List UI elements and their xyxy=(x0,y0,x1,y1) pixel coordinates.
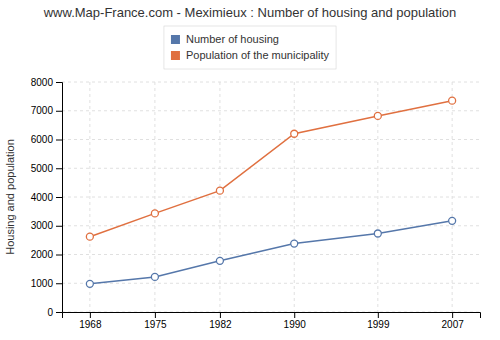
y-tick: 6000 xyxy=(31,134,62,145)
x-axis-line xyxy=(63,313,481,319)
y-axis: 0 1000 2000 3000 4000 5000 6000 7000 8000 xyxy=(31,77,63,318)
legend: Number of housing Population of the munic… xyxy=(164,26,336,69)
point xyxy=(151,273,158,280)
series-line xyxy=(90,101,452,237)
y-tick-label: 1000 xyxy=(31,278,54,289)
x-tick-mark xyxy=(294,312,295,318)
y-tick-mark xyxy=(56,140,62,141)
y-tick: 7000 xyxy=(31,105,62,116)
x-tick-mark xyxy=(378,312,379,318)
legend-swatch xyxy=(171,51,180,60)
x-tick: 1982 xyxy=(209,312,232,330)
y-tick: 0 xyxy=(47,307,62,318)
x-tick: 1975 xyxy=(144,312,167,330)
point xyxy=(216,187,223,194)
y-tick-label: 2000 xyxy=(31,249,54,260)
x-tick: 1999 xyxy=(367,312,390,330)
point xyxy=(374,112,381,119)
x-tick: 1968 xyxy=(79,312,102,330)
chart: www.Map-France.com - Meximieux : Number … xyxy=(0,0,500,340)
grid-line xyxy=(294,82,295,312)
title: www.Map-France.com - Meximieux : Number … xyxy=(43,5,457,20)
grid-line xyxy=(62,82,480,83)
point xyxy=(449,97,456,104)
y-tick-mark xyxy=(56,111,62,112)
y-tick-mark xyxy=(56,82,62,83)
y-tick: 1000 xyxy=(31,278,62,289)
x-tick-label: 1982 xyxy=(209,319,232,330)
x-tick-label: 1990 xyxy=(284,319,307,330)
y-tick-mark xyxy=(56,283,62,284)
grid-line xyxy=(62,197,480,198)
series-line xyxy=(90,221,452,284)
point xyxy=(216,257,223,264)
y-tick-label: 0 xyxy=(47,307,53,318)
x-tick-label: 1968 xyxy=(79,319,102,330)
x-tick-mark xyxy=(220,312,221,318)
plot: 1968 1975 1982 1990 1999 2007 0 1000 2000 3000 400… xyxy=(31,77,481,330)
y-tick-label: 8000 xyxy=(31,77,54,88)
y-tick: 2000 xyxy=(31,249,62,260)
x-tick: 1990 xyxy=(284,312,307,330)
point xyxy=(449,217,456,224)
x-axis: 1968 1975 1982 1990 1999 2007 xyxy=(63,312,481,330)
y-tick: 5000 xyxy=(31,163,62,174)
point xyxy=(151,210,158,217)
point xyxy=(86,280,93,287)
grid-line xyxy=(452,82,453,312)
grid-line xyxy=(219,82,220,312)
legend-label: Number of housing xyxy=(186,33,279,45)
y-axis-title: Housing and population xyxy=(4,139,16,255)
point xyxy=(374,230,381,237)
point xyxy=(291,130,298,137)
x-tick-mark xyxy=(155,312,156,318)
grid-line xyxy=(62,283,480,284)
y-axis-line xyxy=(56,83,63,313)
y-tick-label: 4000 xyxy=(31,192,54,203)
x-tick-label: 1975 xyxy=(144,319,167,330)
y-tick-label: 7000 xyxy=(31,105,54,116)
y-tick-mark xyxy=(56,255,62,256)
y-tick-mark xyxy=(56,312,62,313)
grid-line xyxy=(89,82,90,312)
x-tick-mark xyxy=(90,312,91,318)
y-tick-label: 3000 xyxy=(31,220,54,231)
legend-label: Population of the municipality xyxy=(186,49,330,61)
grid-line xyxy=(62,110,480,111)
y-tick-label: 6000 xyxy=(31,134,54,145)
y-tick: 8000 xyxy=(31,77,62,88)
y-tick-mark xyxy=(56,168,62,169)
x-tick-label: 1999 xyxy=(367,319,390,330)
marks xyxy=(86,97,455,287)
grid-line xyxy=(62,168,480,169)
legend-frame xyxy=(164,26,336,69)
grid-line xyxy=(62,254,480,255)
y-tick-mark xyxy=(56,197,62,198)
x-tick-label: 2007 xyxy=(442,319,465,330)
y-tick: 3000 xyxy=(31,220,62,231)
x-tick-mark xyxy=(452,312,453,318)
legend-swatch xyxy=(171,35,180,44)
y-tick: 4000 xyxy=(31,192,62,203)
point xyxy=(291,240,298,247)
x-tick: 2007 xyxy=(442,312,465,330)
y-tick-label: 5000 xyxy=(31,163,54,174)
grid-line xyxy=(62,139,480,140)
y-tick-mark xyxy=(56,226,62,227)
grid xyxy=(62,82,480,312)
point xyxy=(86,233,93,240)
